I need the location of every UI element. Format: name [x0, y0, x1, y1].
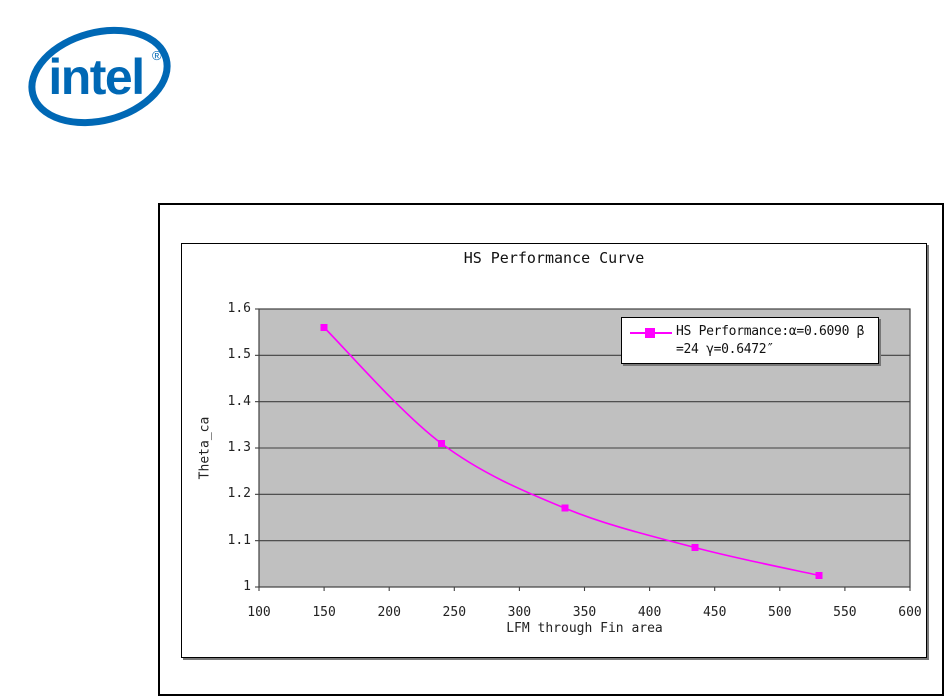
y-tick-label: 1.1 [227, 532, 251, 548]
x-tick-label: 350 [572, 605, 597, 620]
logo-swoosh-icon [28, 26, 171, 127]
legend-line-2: =24 γ=0.6472″ [676, 342, 774, 357]
data-point-marker [691, 544, 699, 552]
series-line [323, 326, 820, 577]
plot-area [255, 308, 911, 591]
series-legend-marker-icon [630, 328, 672, 338]
x-tick-label: 250 [442, 605, 467, 620]
x-tick-label: 550 [833, 605, 857, 620]
legend: HS Performance:α=0.6090 β =24 γ=0.6472″ [621, 317, 879, 364]
chart-area: HS Performance Curve 1.6 1.5 1.4 1.3 1.2 1.1 1… [181, 243, 927, 658]
intel-logo: intel ® [25, 22, 175, 130]
y-tick-label: 1.6 [227, 301, 251, 316]
x-tick-label: 200 [377, 605, 401, 620]
data-point-marker [815, 571, 823, 579]
x-tick-label: 150 [312, 605, 336, 620]
chart-object-frame: HS Performance Curve 1.6 1.5 1.4 1.3 1.2 1.1 1… [158, 203, 944, 696]
y-tick-label: 1.4 [227, 393, 251, 409]
y-tick-label: 1.2 [227, 486, 251, 502]
legend-text: HS Performance:α=0.6090 β =24 γ=0.6472″ [676, 323, 864, 359]
y-tick-label: 1.3 [227, 440, 251, 455]
data-point-marker [320, 324, 328, 332]
data-point-marker [437, 439, 445, 447]
registered-mark: ® [152, 48, 162, 63]
x-tick-label: 600 [898, 605, 922, 620]
x-tick-label: 400 [637, 605, 662, 620]
x-axis-title: LFM through Fin area [506, 621, 663, 636]
y-tick-label: 1.5 [227, 347, 251, 363]
data-point-marker [561, 504, 569, 512]
legend-line-1: HS Performance:α=0.6090 β [676, 324, 865, 339]
x-tick-label: 300 [507, 605, 532, 620]
x-tick-label: 500 [768, 605, 792, 620]
x-tick-label: 100 [247, 605, 271, 620]
y-tick-label: 1 [243, 579, 251, 594]
y-axis-title: Theta_ca [197, 416, 213, 480]
x-tick-label: 450 [702, 605, 727, 620]
logo-wordmark: intel [48, 49, 143, 105]
intel-logo-graphic: intel ® [28, 26, 171, 127]
chart-title: HS Performance Curve [463, 249, 645, 267]
